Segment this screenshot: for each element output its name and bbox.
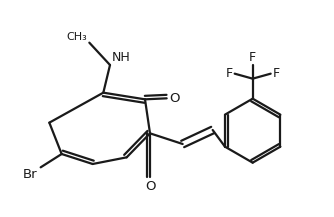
Text: O: O xyxy=(145,180,155,193)
Text: F: F xyxy=(225,67,233,80)
Text: NH: NH xyxy=(112,51,131,64)
Text: CH₃: CH₃ xyxy=(66,32,87,42)
Text: O: O xyxy=(170,92,180,105)
Text: F: F xyxy=(273,67,280,80)
Text: F: F xyxy=(249,51,256,64)
Text: Br: Br xyxy=(23,168,38,181)
